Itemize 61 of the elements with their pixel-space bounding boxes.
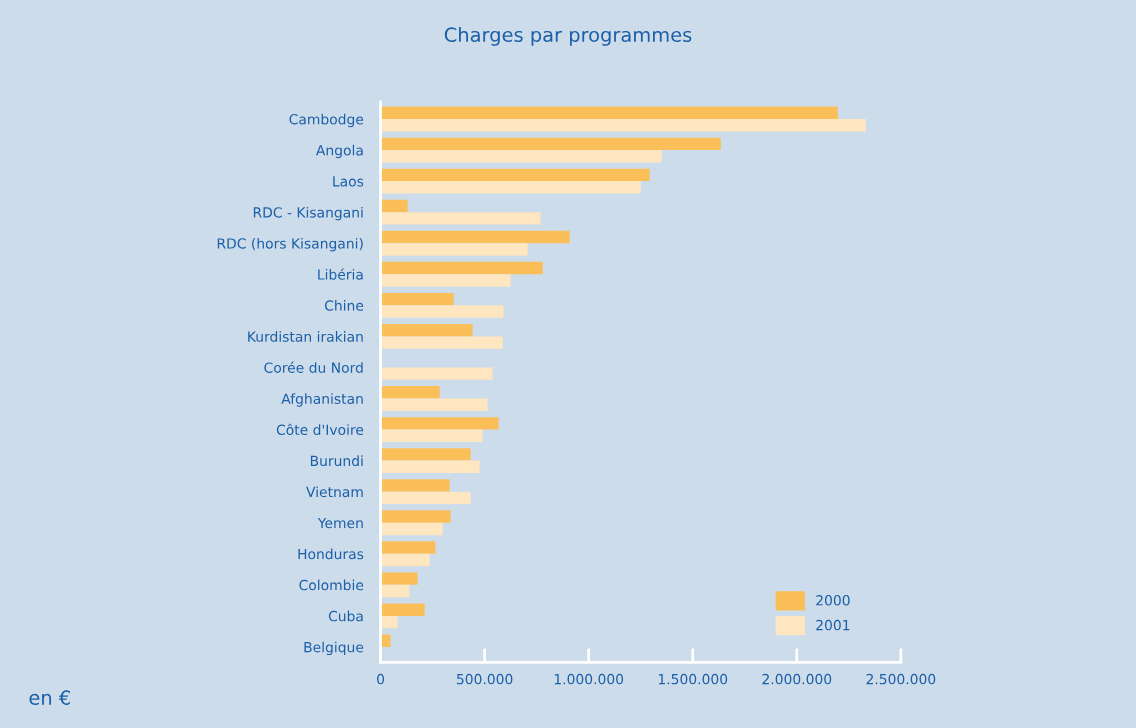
y-tick-label: Corée du Nord: [264, 361, 363, 373]
text: en €: [29, 690, 70, 705]
bar: [380, 181, 641, 194]
bar: [380, 510, 451, 523]
bar: [380, 429, 483, 442]
bar: [380, 119, 866, 132]
bar: [380, 615, 398, 629]
bar: [380, 553, 430, 567]
x-tick-label: 2.000.000: [762, 673, 832, 685]
bar: [380, 398, 488, 411]
x-tick-label: 500.000: [456, 673, 513, 685]
bar: [380, 137, 721, 151]
y-tick-label: Laos: [333, 176, 364, 187]
x-tick-label: 1.500.000: [658, 673, 728, 685]
y-tick-label: Cuba: [328, 610, 363, 622]
bar: [380, 386, 440, 399]
chart-title: Charges par programmes: [444, 26, 692, 46]
bar: [380, 243, 528, 256]
y-tick-label: Chine: [324, 300, 364, 311]
bar: [380, 367, 493, 380]
y-tick-label: RDC (hors Kisangani): [217, 237, 363, 252]
y-tick-label: Côte d'Ivoire: [276, 423, 364, 436]
y-tick-label: RDC - Kisangani: [253, 206, 363, 221]
bar: [380, 336, 503, 349]
bar: [380, 448, 471, 461]
bar: [380, 491, 471, 505]
bar: [380, 323, 473, 337]
bar: [380, 541, 436, 554]
x-tick-label: 1.000.000: [554, 673, 624, 685]
bar: [380, 305, 504, 318]
bar: [380, 584, 410, 598]
bar: [380, 199, 408, 213]
bar: [380, 292, 454, 306]
y-tick-label: Yemen: [317, 517, 363, 529]
y-tick-label: Kurdistan irakian: [248, 331, 363, 342]
bar: [380, 479, 450, 492]
bar: [380, 150, 662, 163]
legend-label: 2001: [816, 619, 850, 631]
y-tick-label: Afghanistan: [281, 393, 363, 407]
bar: [380, 522, 443, 536]
bar: [380, 168, 650, 182]
y-tick-label: Colombie: [299, 579, 364, 591]
y-tick-label: Belgique: [304, 641, 364, 656]
bar: [380, 106, 838, 119]
bar: [380, 603, 425, 616]
bar: [380, 460, 480, 474]
legend-label: 2000: [816, 595, 850, 606]
y-tick-label: Angola: [316, 144, 363, 159]
x-tick-label: 0: [377, 673, 385, 685]
bar: [380, 261, 543, 275]
x-tick-label: 2.500.000: [866, 673, 936, 685]
y-tick-label: Cambodge: [289, 113, 364, 128]
y-tick-label: Burundi: [310, 455, 363, 467]
bar: [380, 230, 570, 244]
bar: [380, 212, 541, 225]
y-tick-label: Honduras: [298, 548, 364, 560]
y-tick-label: Libéria: [318, 268, 363, 280]
y-tick-label: Vietnam: [306, 486, 363, 498]
bar: [380, 572, 418, 585]
bar: [380, 274, 511, 287]
bar: [380, 417, 499, 430]
